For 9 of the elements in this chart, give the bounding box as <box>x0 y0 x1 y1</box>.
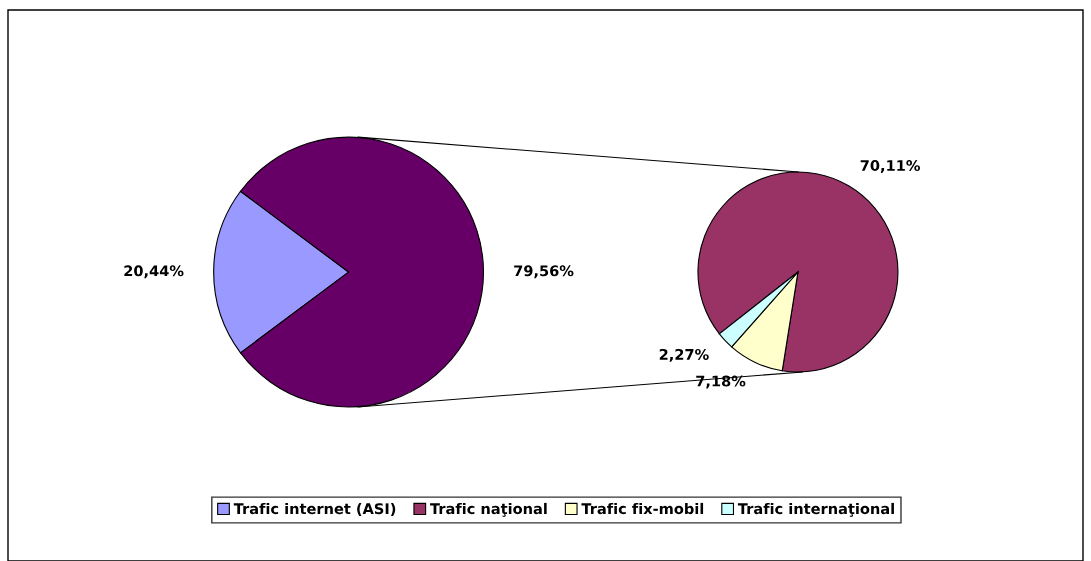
data-label: 79,56% <box>514 265 574 279</box>
data-label: 20,44% <box>124 265 184 279</box>
legend-label: Trafic internaţional <box>737 502 894 517</box>
legend-label: Trafic internet (ASI) <box>233 502 396 516</box>
data-label: 70,11% <box>860 160 921 173</box>
legend-label: Trafic naţional <box>430 502 547 517</box>
data-label: 7,18% <box>696 375 746 389</box>
data-label: 2,27% <box>659 348 709 362</box>
legend-label: Trafic fix-mobil <box>581 502 704 515</box>
